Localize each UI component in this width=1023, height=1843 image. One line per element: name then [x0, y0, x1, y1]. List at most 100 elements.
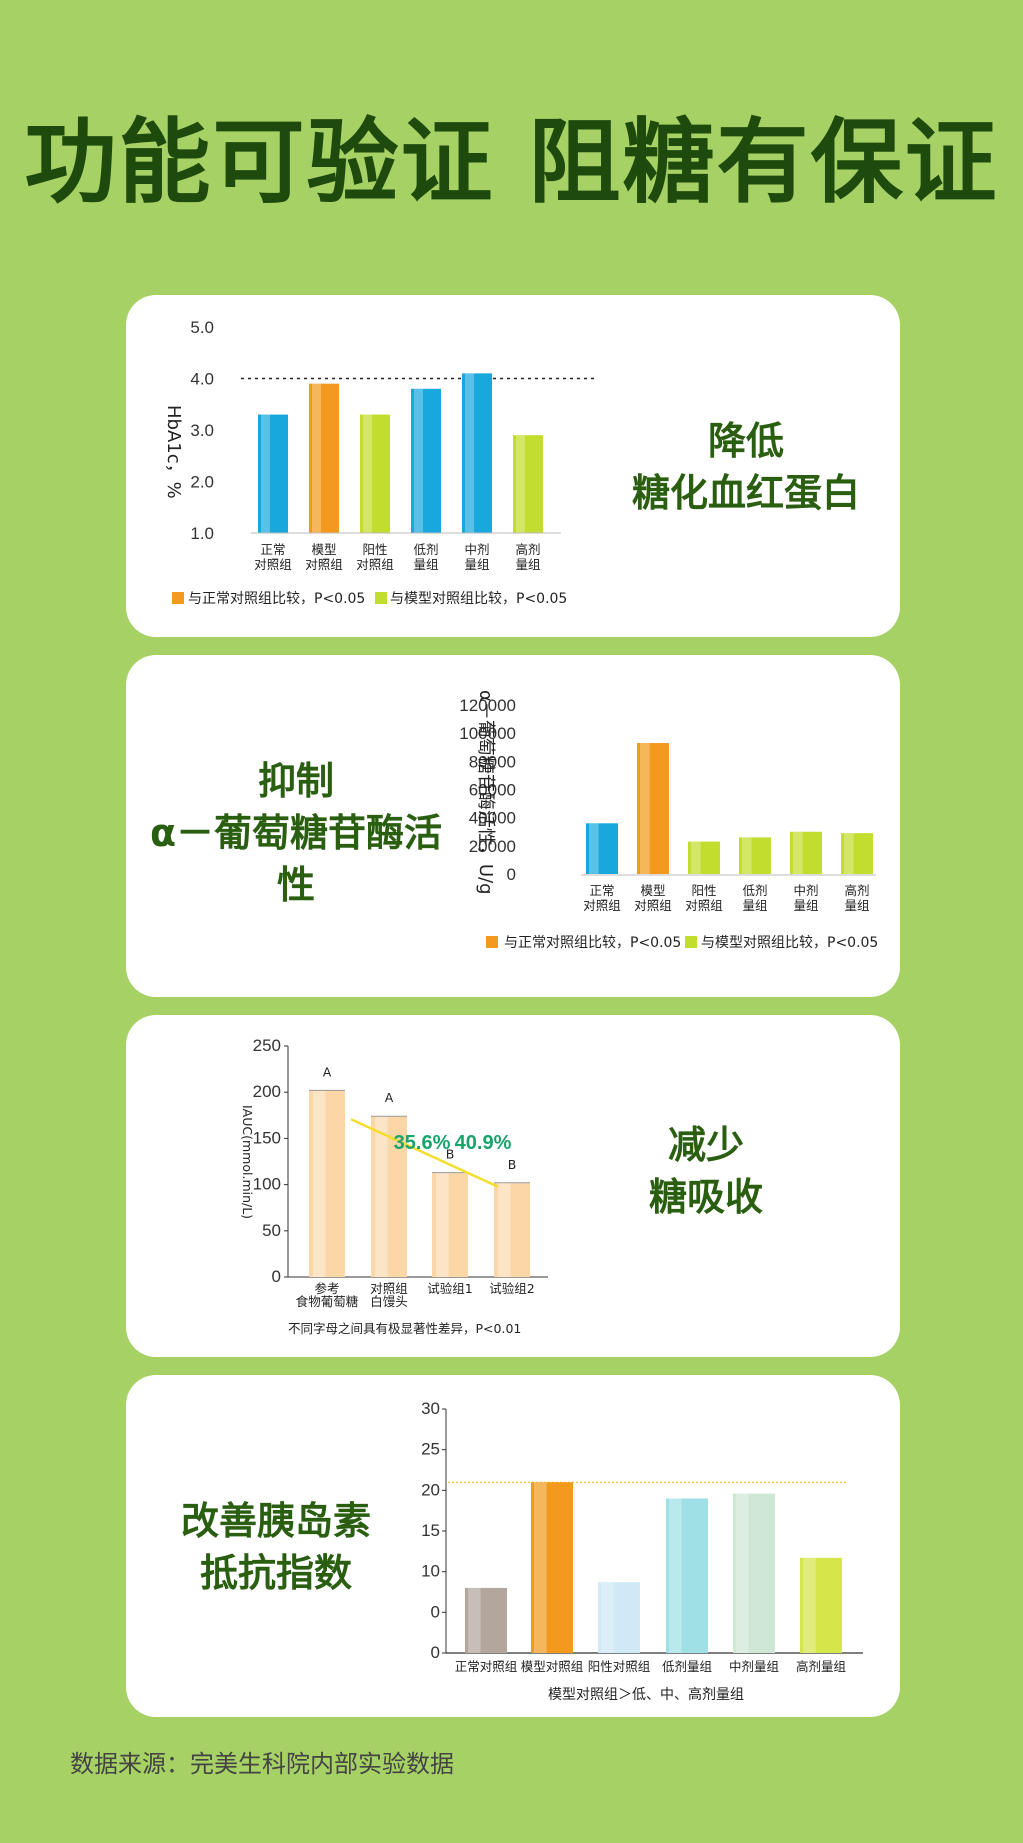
hba1c-caption-line1: 降低 [707, 419, 784, 463]
bar-1 [309, 383, 339, 533]
trend-line [350, 1118, 499, 1188]
bar-1 [637, 743, 669, 874]
bar-3-highlight [498, 1182, 511, 1277]
x-tick-label: 量组 [844, 898, 869, 913]
y-tick-label: 50 [262, 1221, 281, 1240]
bar-3 [411, 388, 441, 533]
y-axis-label: α－葡萄糖苷酶活性，U/g [475, 690, 496, 895]
hba1c-caption-line2: 糖化血红蛋白 [631, 471, 860, 515]
bar-5-highlight [844, 833, 854, 874]
legend-swatch-green [685, 936, 697, 948]
significance-letter: B [508, 1157, 517, 1172]
bar-0 [258, 414, 288, 533]
legend-label: 与模型对照组比较，P<0.05 [390, 591, 567, 607]
bar-2-highlight [436, 1172, 449, 1277]
x-tick-label: 量组 [413, 557, 438, 572]
x-tick-label: 量组 [464, 557, 489, 572]
y-tick-label: 5.0 [190, 318, 214, 337]
bar-5 [841, 833, 873, 874]
insulin-chart: 30 25 20 15 10 0 0 正常对照组 模型对照组 阳性对照组 低剂量组 中剂量组 高剂量组模… [421, 1399, 863, 1703]
x-tick-label: 对照组 [305, 557, 343, 572]
x-tick-label: 正常 [589, 883, 614, 898]
y-tick-label: 1.0 [190, 524, 214, 543]
bar-1-highlight [640, 743, 650, 874]
glucosidase-chart: 120000 100000 80000 60000 40000 20000 0 α－葡萄糖苷酶… [459, 690, 878, 951]
y-tick-label: 100000 [459, 724, 516, 743]
y-tick-label: 4.0 [190, 370, 214, 389]
iauc-caption-line1: 减少 [667, 1123, 744, 1167]
y-tick-label: 120000 [459, 696, 516, 715]
x-tick-label: 阳性对照组 [588, 1659, 651, 1674]
bar-0 [586, 823, 618, 874]
legend-swatch-green [375, 592, 387, 604]
bar-2 [432, 1172, 468, 1277]
x-tick-label: 量组 [742, 898, 767, 913]
bar-4-highlight [465, 373, 474, 533]
x-tick-label: 模型 [640, 883, 665, 898]
bar-0-highlight [261, 414, 270, 533]
bar-0-highlight [468, 1587, 481, 1653]
bar-0 [309, 1090, 345, 1277]
significance-letter: A [385, 1090, 394, 1105]
bar-2 [598, 1582, 640, 1653]
bar-1-highlight [375, 1116, 388, 1277]
legend-label: 与正常对照组比较，P<0.05 [504, 935, 681, 951]
bar-3 [739, 837, 771, 874]
x-tick-label: 低剂量组 [662, 1659, 712, 1674]
y-tick-label: 30 [421, 1399, 440, 1418]
footnote: 不同字母之间具有极显著性差异，P<0.01 [288, 1321, 521, 1336]
y-tick-label: 0 [431, 1602, 440, 1621]
x-tick-label: 正常对照组 [455, 1659, 518, 1674]
y-tick-label: 3.0 [190, 421, 214, 440]
y-tick-label: 25 [421, 1440, 440, 1459]
hba1c-chart: 5.04.03.02.01.0HbA1c，%正常对照组模型对照组阳性对照组低剂量… [163, 318, 596, 607]
hba1c-caption: 降低 糖化血红蛋白 [596, 415, 896, 519]
reduction-label: 35.6% [394, 1132, 451, 1154]
iauc-caption-line2: 糖吸收 [648, 1175, 763, 1219]
bar-4-highlight [793, 831, 803, 874]
x-tick-label: 高剂量组 [796, 1659, 846, 1674]
y-tick-label: 2.0 [190, 473, 214, 492]
y-tick-label: 20 [421, 1480, 440, 1499]
y-tick-label: 60000 [469, 781, 516, 800]
bar-5-highlight [516, 435, 525, 533]
x-tick-label: 量组 [515, 557, 540, 572]
page-title: 功能可验证 阻糖有保证 [24, 109, 999, 216]
y-tick-label: 150 [253, 1128, 281, 1147]
glucosidase-caption: 抑制 α－葡萄糖苷酶活性 [136, 755, 456, 911]
card-insulin: 30 25 20 15 10 0 0 正常对照组 模型对照组 阳性对照组 低剂量组 中剂量组 高剂量组模… [126, 1375, 900, 1717]
x-tick-label: 模型对照组 [521, 1659, 584, 1674]
bar-5 [513, 435, 543, 533]
bar-3-highlight [669, 1498, 682, 1653]
bar-4 [462, 373, 492, 533]
significance-letter: A [323, 1064, 332, 1079]
y-tick-label: 10 [421, 1562, 440, 1581]
x-tick-label: 高剂 [515, 542, 540, 557]
y-tick-label: 0 [507, 865, 516, 884]
insulin-caption: 改善胰岛素 抵抗指数 [156, 1495, 396, 1599]
x-tick-label: 对照组 [634, 898, 672, 913]
bar-3 [666, 1498, 708, 1653]
card-iauc: 250 200 150 100 50 0 IAUC(mmol.min/L) A 参考 食物葡萄糖 A… [126, 1015, 900, 1357]
x-tick-label: 中剂 [464, 542, 489, 557]
chart-caption: 模型对照组＞低、中、高剂量组 [548, 1686, 744, 1703]
y-tick-label: 15 [421, 1521, 440, 1540]
x-tick-label: 中剂量组 [729, 1659, 779, 1674]
x-tick-label: 低剂 [742, 883, 767, 898]
bar-2-highlight [363, 414, 372, 533]
bar-3-highlight [414, 388, 423, 533]
x-tick-label: 阳性 [362, 542, 387, 557]
glucosidase-caption-line2: α－葡萄糖苷酶活性 [149, 811, 443, 907]
x-tick-label: 对照组 [583, 898, 621, 913]
data-source: 数据来源：完美生科院内部实验数据 [70, 1750, 454, 1778]
bar-0-highlight [589, 823, 599, 874]
iauc-caption: 减少 糖吸收 [566, 1119, 846, 1223]
y-tick-label: 250 [253, 1036, 281, 1055]
bar-4-highlight [736, 1493, 749, 1653]
insulin-caption-line2: 抵抗指数 [199, 1551, 352, 1595]
y-tick-label: 80000 [469, 752, 516, 771]
y-axis-label: IAUC(mmol.min/L) [240, 1105, 255, 1219]
bar-2-highlight [601, 1582, 614, 1653]
bar-5 [800, 1557, 842, 1653]
